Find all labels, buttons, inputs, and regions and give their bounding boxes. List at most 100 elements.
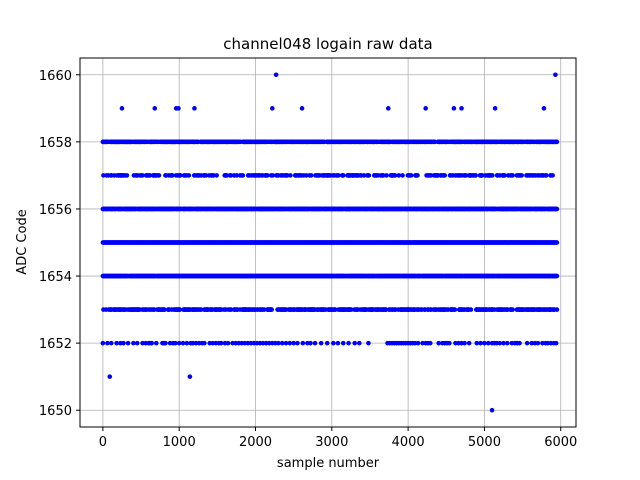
data-point bbox=[269, 307, 274, 312]
data-point bbox=[308, 173, 314, 178]
y-tick-label: 1654 bbox=[39, 270, 72, 285]
data-point bbox=[121, 340, 126, 346]
data-point bbox=[140, 173, 145, 178]
data-point bbox=[489, 173, 495, 178]
data-point bbox=[428, 173, 434, 178]
y-tick-label: 1656 bbox=[39, 203, 72, 218]
data-point bbox=[489, 407, 495, 413]
data-point bbox=[554, 139, 560, 145]
data-point bbox=[524, 340, 530, 346]
data-point bbox=[492, 106, 498, 111]
data-point bbox=[447, 340, 452, 346]
data-point bbox=[192, 106, 197, 111]
data-point bbox=[366, 173, 372, 178]
data-point bbox=[468, 307, 474, 312]
data-point bbox=[502, 173, 507, 178]
data-point bbox=[156, 173, 162, 178]
data-point bbox=[543, 173, 549, 178]
data-point bbox=[149, 340, 155, 346]
data-point bbox=[152, 106, 158, 111]
data-point bbox=[553, 72, 558, 78]
data-point bbox=[381, 173, 386, 178]
data-point bbox=[318, 340, 324, 346]
x-tick-label: 1000 bbox=[163, 435, 196, 450]
data-point bbox=[177, 307, 183, 312]
data-point bbox=[154, 340, 159, 346]
data-point bbox=[332, 307, 338, 312]
data-point bbox=[270, 173, 276, 178]
data-point bbox=[384, 173, 389, 178]
data-point bbox=[361, 173, 367, 178]
data-point bbox=[312, 340, 318, 346]
data-point bbox=[553, 340, 559, 346]
data-point bbox=[324, 340, 330, 346]
data-point bbox=[392, 173, 398, 178]
data-point bbox=[273, 72, 279, 78]
data-point bbox=[348, 307, 354, 312]
data-point bbox=[463, 173, 469, 178]
data-point bbox=[408, 173, 414, 178]
data-point bbox=[366, 340, 371, 346]
data-point bbox=[550, 173, 555, 178]
data-point bbox=[473, 173, 479, 178]
data-point bbox=[270, 106, 275, 111]
data-point bbox=[100, 340, 106, 346]
y-tick-label: 1658 bbox=[39, 136, 72, 151]
data-point bbox=[356, 340, 362, 346]
data-point bbox=[336, 173, 341, 178]
data-point bbox=[396, 173, 402, 178]
data-point bbox=[335, 340, 341, 346]
data-point bbox=[505, 340, 510, 346]
data-point bbox=[198, 307, 204, 312]
data-point bbox=[163, 340, 168, 346]
data-point bbox=[178, 173, 183, 178]
x-tick-label: 4000 bbox=[392, 435, 425, 450]
data-point bbox=[300, 340, 306, 346]
y-axis-label: ADC Code bbox=[15, 209, 30, 274]
x-tick-label: 5000 bbox=[468, 435, 501, 450]
data-point bbox=[108, 340, 114, 346]
data-point bbox=[119, 106, 125, 111]
data-point bbox=[554, 307, 560, 312]
data-point bbox=[400, 173, 405, 178]
x-tick-label: 2000 bbox=[239, 435, 272, 450]
data-point bbox=[415, 173, 420, 178]
data-point bbox=[162, 307, 167, 312]
data-point bbox=[101, 173, 106, 178]
data-point bbox=[240, 173, 246, 178]
data-point bbox=[225, 340, 231, 346]
data-point bbox=[261, 307, 267, 312]
y-tick-label: 1660 bbox=[39, 69, 72, 84]
data-point bbox=[346, 340, 351, 346]
data-point bbox=[304, 173, 309, 178]
data-points bbox=[100, 72, 560, 413]
data-point bbox=[423, 106, 428, 111]
data-point bbox=[385, 106, 391, 111]
data-point bbox=[186, 173, 192, 178]
data-point bbox=[432, 139, 437, 145]
chart-title: channel048 logain raw data bbox=[223, 35, 432, 53]
x-tick-label: 0 bbox=[99, 435, 107, 450]
data-point bbox=[228, 307, 234, 312]
data-point bbox=[202, 340, 207, 346]
data-point bbox=[451, 106, 457, 111]
data-point bbox=[554, 240, 560, 245]
x-axis-ticks: 0 1000 2000 3000 4000 5000 6000 bbox=[99, 427, 577, 450]
data-point bbox=[288, 173, 293, 178]
data-point bbox=[265, 173, 270, 178]
y-tick-label: 1650 bbox=[39, 404, 72, 419]
data-point bbox=[517, 340, 522, 346]
data-point bbox=[147, 173, 153, 178]
data-point bbox=[442, 173, 448, 178]
data-point bbox=[211, 173, 216, 178]
data-point bbox=[151, 307, 157, 312]
data-point bbox=[452, 307, 458, 312]
data-point bbox=[134, 340, 140, 346]
data-point bbox=[466, 340, 472, 346]
data-point bbox=[554, 273, 560, 279]
data-point bbox=[459, 106, 464, 111]
data-point bbox=[510, 307, 515, 312]
x-tick-label: 6000 bbox=[544, 435, 577, 450]
data-point bbox=[554, 206, 560, 212]
